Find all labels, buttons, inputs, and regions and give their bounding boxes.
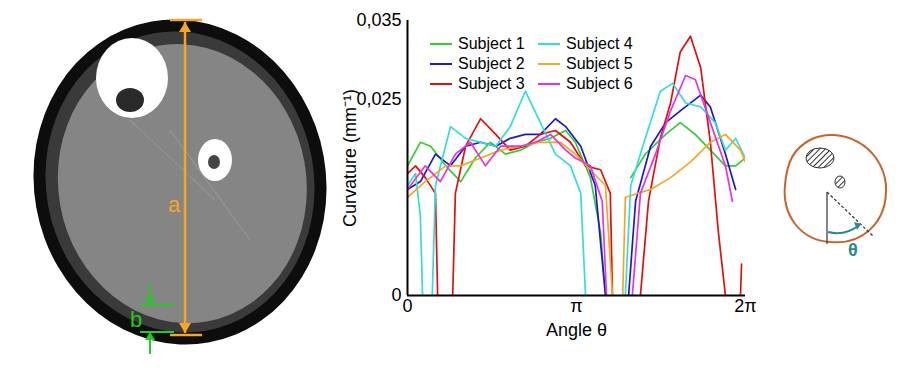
svg-text:0: 0 [391,285,401,305]
svg-text:0: 0 [402,296,412,316]
html-text:Subject 6: Subject 6 [566,75,633,92]
svg-text:0,025: 0,025 [356,89,401,109]
svg-text:Angle θ: Angle θ [546,320,607,340]
svg-text:Curvature (mm⁻¹): Curvature (mm⁻¹) [340,89,360,227]
svg-text:a: a [168,192,181,217]
svg-text:θ: θ [848,240,858,260]
svg-text:2π: 2π [734,296,756,316]
svg-text:0,035: 0,035 [356,10,401,30]
svg-text:b: b [130,307,142,332]
html-text:Subject 3: Subject 3 [458,75,525,92]
html-text:Subject 2: Subject 2 [458,55,525,72]
html-text:Subject 1: Subject 1 [458,35,525,52]
svg-text:π: π [570,296,582,316]
html-text:Subject 5: Subject 5 [566,55,633,72]
html-text:Subject 4: Subject 4 [566,35,633,52]
